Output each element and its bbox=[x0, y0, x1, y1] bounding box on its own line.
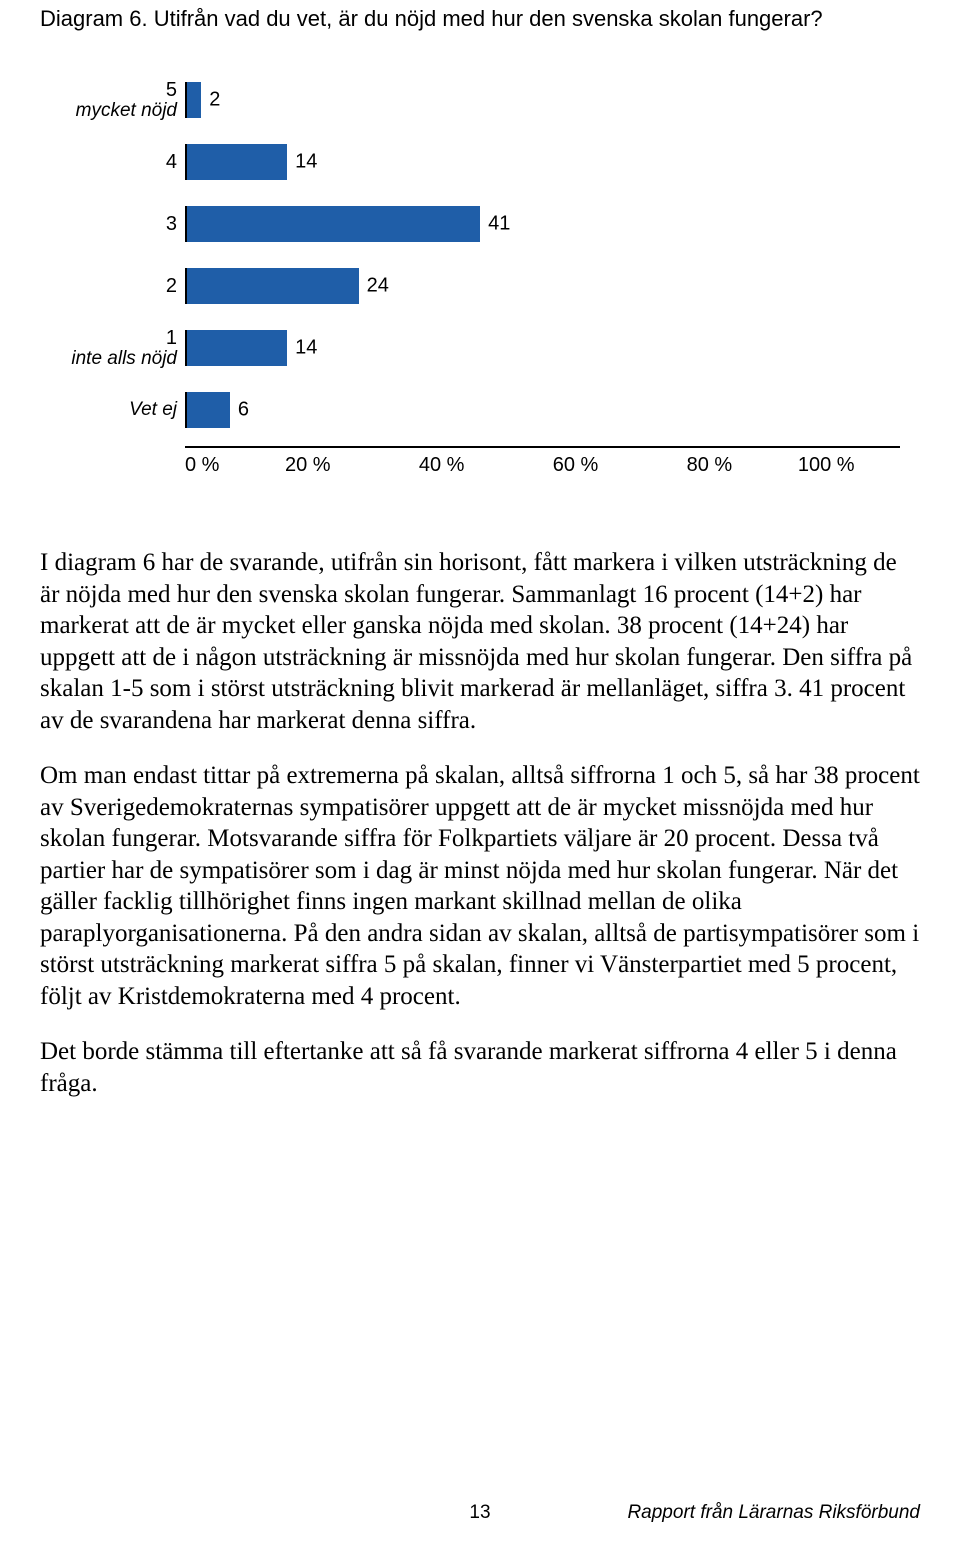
paragraph-3: Det borde stämma till eftertanke att så … bbox=[40, 1036, 920, 1099]
category-label: 1inte alls nöjd bbox=[40, 327, 185, 370]
bar-zone: 24 bbox=[185, 268, 900, 304]
bar-zone: 2 bbox=[185, 82, 900, 118]
chart-row: 3 41 bbox=[40, 198, 920, 250]
bar-zone: 6 bbox=[185, 392, 900, 428]
bar-chart: 5mycket nöjd24143412241inte alls nöjd14V… bbox=[40, 74, 920, 477]
bar-value: 6 bbox=[238, 399, 249, 422]
chart-title: Diagram 6. Utifrån vad du vet, är du nöj… bbox=[40, 6, 920, 32]
x-tick-label: 60 % bbox=[553, 454, 599, 477]
chart-row: 2 24 bbox=[40, 260, 920, 312]
bar-value: 2 bbox=[209, 89, 220, 112]
x-tick-label: 100 % bbox=[798, 454, 855, 477]
footer-source: Rapport från Lärarnas Riksförbund bbox=[627, 1502, 920, 1524]
category-label: 2 bbox=[40, 275, 185, 297]
page-footer: 13 Rapport från Lärarnas Riksförbund bbox=[40, 1502, 920, 1524]
chart-row: 4 14 bbox=[40, 136, 920, 188]
bar-value: 14 bbox=[295, 337, 317, 360]
bar-value: 14 bbox=[295, 151, 317, 174]
category-label: Vet ej bbox=[40, 400, 185, 421]
page-number: 13 bbox=[469, 1502, 490, 1524]
chart-row: Vet ej 6 bbox=[40, 384, 920, 436]
paragraph-1: I diagram 6 har de svarande, utifrån sin… bbox=[40, 547, 920, 736]
paragraph-2: Om man endast tittar på extremerna på sk… bbox=[40, 760, 920, 1012]
bar-zone: 14 bbox=[185, 330, 900, 366]
category-label: 5mycket nöjd bbox=[40, 79, 185, 122]
category-label: 3 bbox=[40, 213, 185, 235]
bar bbox=[187, 268, 359, 304]
chart-row: 5mycket nöjd 2 bbox=[40, 74, 920, 126]
chart-row: 1inte alls nöjd 14 bbox=[40, 322, 920, 374]
bar bbox=[187, 144, 287, 180]
bar bbox=[187, 392, 230, 428]
x-tick-label: 80 % bbox=[687, 454, 733, 477]
bar bbox=[187, 82, 201, 118]
category-label: 4 bbox=[40, 151, 185, 173]
bar-value: 41 bbox=[488, 213, 510, 236]
bar-zone: 14 bbox=[185, 144, 900, 180]
x-tick-label: 20 % bbox=[285, 454, 331, 477]
bar bbox=[187, 206, 480, 242]
x-axis: 0 % 20 % 40 % 60 % 80 % 100 % bbox=[185, 446, 900, 477]
x-tick-label: 0 % bbox=[185, 454, 219, 477]
x-tick-label: 40 % bbox=[419, 454, 465, 477]
bar bbox=[187, 330, 287, 366]
bar-value: 24 bbox=[367, 275, 389, 298]
bar-zone: 41 bbox=[185, 206, 900, 242]
